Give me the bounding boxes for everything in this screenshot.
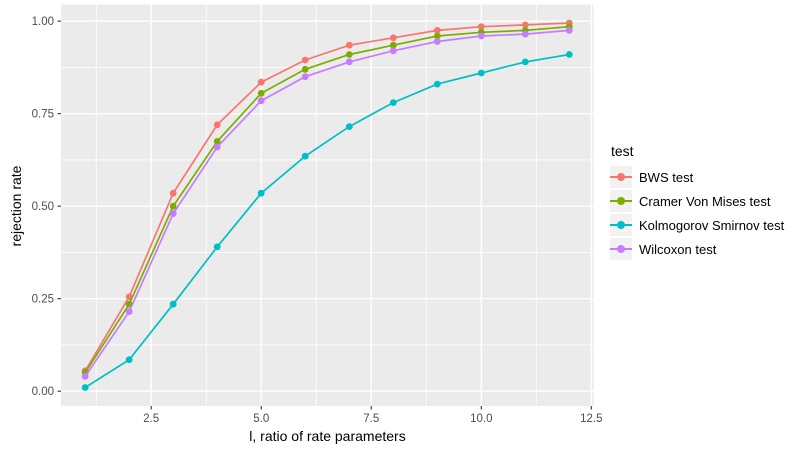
- data-point: [477, 23, 485, 31]
- x-tick-label: 2.5: [143, 413, 159, 425]
- x-tick-label: 10.0: [470, 413, 492, 425]
- legend-key-icon: [610, 214, 632, 236]
- y-tick-label: 0.00: [32, 386, 54, 398]
- data-point: [257, 78, 265, 86]
- legend-dot-swatch: [617, 221, 625, 229]
- legend-item-cramer-von-mises-test: Cramer Von Mises test: [610, 189, 784, 213]
- legend-item-kolmogorov-smirnov-test: Kolmogorov Smirnov test: [610, 213, 784, 237]
- x-tick-label: 5.0: [253, 413, 269, 425]
- data-point: [125, 356, 133, 364]
- x-tick-label: 12.5: [580, 413, 602, 425]
- legend-title: test: [611, 143, 634, 159]
- data-point: [477, 32, 485, 40]
- series-line-0: [84, 22, 570, 372]
- plot-panel: [61, 4, 594, 406]
- legend-item-label: Wilcoxon test: [639, 241, 717, 257]
- data-point: [301, 65, 309, 73]
- legend-item-wilcoxon-test: Wilcoxon test: [610, 237, 784, 261]
- legend-item-label: Kolmogorov Smirnov test: [639, 217, 785, 233]
- data-point: [433, 38, 441, 45]
- data-point: [345, 123, 353, 130]
- legend-dot-swatch: [617, 197, 625, 205]
- data-point: [213, 121, 221, 129]
- data-point: [521, 58, 529, 66]
- data-point: [169, 189, 177, 197]
- data-point: [301, 73, 309, 81]
- data-point: [213, 138, 221, 145]
- data-point: [433, 27, 441, 34]
- data-point: [125, 308, 133, 315]
- data-point: [565, 51, 573, 58]
- series-line-1: [84, 25, 570, 374]
- data-point: [389, 47, 397, 55]
- legend-dot-swatch: [617, 173, 625, 181]
- y-axis-title: rejection rate: [8, 165, 24, 247]
- x-tick-label: 7.5: [363, 413, 379, 425]
- data-point: [169, 210, 177, 218]
- data-point: [301, 56, 309, 64]
- data-point: [213, 143, 221, 151]
- legend: test BWS test Cramer Von Mises test Kolm…: [610, 143, 784, 261]
- data-point: [345, 51, 353, 58]
- legend-key-icon: [610, 166, 632, 188]
- data-point: [213, 243, 221, 251]
- data-point: [345, 58, 353, 66]
- y-tick-label: 0.50: [32, 201, 54, 213]
- data-point: [81, 384, 89, 391]
- legend-dot-swatch: [617, 245, 625, 253]
- data-point: [169, 202, 177, 210]
- y-tick-label: 1.00: [32, 16, 54, 28]
- data-point: [433, 80, 441, 88]
- y-tick-label: 0.75: [32, 109, 54, 121]
- data-point: [389, 34, 397, 42]
- data-point: [389, 41, 397, 49]
- x-axis-title: l, ratio of rate parameters: [249, 428, 406, 444]
- data-point: [433, 32, 441, 40]
- data-point: [477, 69, 485, 77]
- legend-key-icon: [610, 190, 632, 212]
- legend-item-label: Cramer Von Mises test: [639, 193, 771, 209]
- legend-key-icon: [610, 238, 632, 260]
- series-line-3: [84, 29, 570, 377]
- data-point: [169, 300, 177, 308]
- data-point: [81, 373, 89, 380]
- series-line-2: [84, 53, 570, 389]
- data-point: [301, 152, 309, 160]
- data-point: [257, 97, 265, 105]
- data-point: [565, 27, 573, 34]
- y-tick-label: 0.25: [32, 294, 54, 306]
- data-point: [257, 89, 265, 97]
- legend-item-label: BWS test: [639, 169, 694, 185]
- legend-item-bws-test: BWS test: [610, 165, 784, 189]
- data-point: [345, 41, 353, 49]
- data-point: [521, 21, 529, 29]
- data-point: [257, 189, 265, 197]
- data-point: [389, 99, 397, 106]
- data-point: [521, 30, 529, 38]
